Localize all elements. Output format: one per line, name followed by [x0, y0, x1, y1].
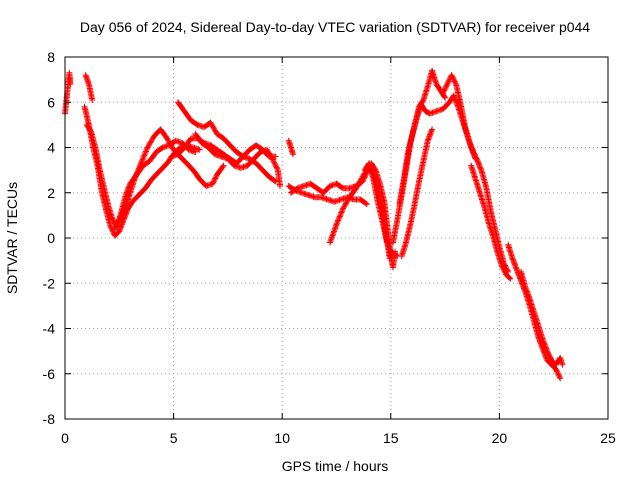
- series-trace-i: [285, 137, 297, 158]
- data-marker-path: [361, 160, 401, 260]
- data-marker-path: [396, 92, 479, 208]
- y-tick-label: -8: [43, 411, 56, 427]
- data-marker-path: [83, 121, 199, 230]
- y-tick-label: -2: [43, 275, 56, 291]
- data-marker-path: [398, 126, 436, 260]
- series-trace-m: [361, 160, 401, 260]
- x-tick-label: 5: [170, 430, 178, 446]
- chart-title: Day 056 of 2024, Sidereal Day-to-day VTE…: [80, 19, 590, 35]
- series-trace-r: [468, 162, 514, 282]
- series-trace-h: [192, 130, 283, 189]
- series-trace-a: [62, 69, 74, 117]
- y-axis-label: SDTVAR / TECUs: [4, 182, 20, 294]
- data-marker-path: [518, 268, 566, 368]
- y-tick-label: -4: [43, 321, 56, 337]
- data-marker-path: [62, 69, 74, 117]
- data-marker-path: [468, 162, 514, 282]
- data-marker-path: [285, 137, 297, 158]
- x-tick-label: 15: [383, 430, 399, 446]
- y-tick-label: 8: [47, 49, 55, 65]
- x-tick-label: 10: [274, 430, 290, 446]
- series-trace-b: [82, 72, 96, 103]
- series-trace-p: [396, 92, 479, 208]
- series-trace-o: [398, 126, 436, 260]
- grid: [65, 57, 608, 419]
- axis-ticks: 0 5 10 15 20 25 -8 -6 -4 -2 0 2 4 6 8: [43, 49, 616, 446]
- series-trace-d: [83, 121, 199, 230]
- series-trace-t: [518, 268, 566, 368]
- series-trace-q: [439, 72, 512, 275]
- data-marker-path: [390, 67, 449, 246]
- data-marker-path: [192, 130, 283, 189]
- data-points: [62, 67, 566, 382]
- series-trace-n: [390, 67, 449, 246]
- x-tick-label: 25: [600, 430, 616, 446]
- data-marker-path: [82, 72, 96, 103]
- y-tick-label: 4: [47, 140, 55, 156]
- y-tick-label: -6: [43, 366, 56, 382]
- plot-frame: [64, 56, 609, 420]
- x-tick-label: 20: [492, 430, 508, 446]
- data-marker-path: [439, 72, 512, 275]
- y-tick-label: 2: [47, 185, 55, 201]
- x-axis-label: GPS time / hours: [282, 458, 389, 474]
- x-tick-label: 0: [61, 430, 69, 446]
- y-tick-label: 0: [47, 230, 55, 246]
- y-tick-label: 6: [47, 94, 55, 110]
